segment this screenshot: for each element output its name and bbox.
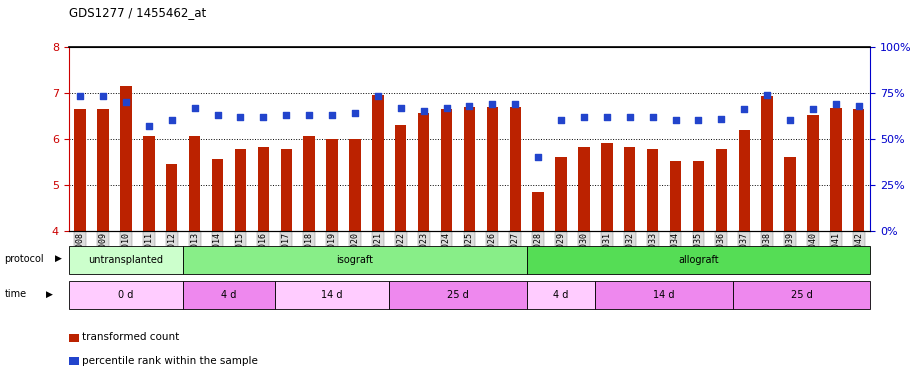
Bar (303, 136, 315, 231)
Bar (326, 139, 338, 231)
Bar (69, 246, 183, 274)
Bar (578, 147, 590, 231)
Bar (624, 147, 636, 231)
Bar (349, 139, 361, 231)
Point (256, 114, 270, 120)
Bar (166, 164, 178, 231)
Bar (830, 108, 842, 231)
Bar (372, 95, 384, 231)
Bar (183, 281, 275, 309)
Point (759, 92, 774, 98)
Text: time: time (5, 290, 27, 299)
Bar (761, 96, 773, 231)
Bar (532, 192, 544, 231)
Bar (715, 149, 727, 231)
Point (210, 112, 224, 118)
Point (691, 117, 705, 123)
Bar (275, 281, 389, 309)
Point (553, 117, 568, 123)
Point (714, 116, 728, 122)
Bar (143, 136, 155, 231)
Text: 25 d: 25 d (791, 290, 812, 300)
Point (370, 93, 385, 99)
Point (462, 103, 476, 109)
Text: 25 d: 25 d (447, 290, 469, 300)
Bar (647, 149, 659, 231)
Point (95, 93, 110, 99)
Bar (74, 109, 86, 231)
Bar (509, 106, 521, 231)
Point (828, 101, 843, 107)
Bar (189, 136, 201, 231)
Bar (441, 109, 453, 231)
Point (668, 117, 682, 123)
Text: 14 d: 14 d (653, 290, 675, 300)
Point (485, 101, 499, 107)
Text: 4 d: 4 d (553, 290, 569, 300)
Point (416, 108, 431, 114)
Bar (692, 161, 704, 231)
Bar (69, 281, 183, 309)
Text: GDS1277 / 1455462_at: GDS1277 / 1455462_at (69, 6, 206, 19)
Bar (527, 281, 595, 309)
Text: untransplanted: untransplanted (89, 255, 163, 265)
Bar (555, 157, 567, 231)
Point (851, 103, 866, 109)
Bar (183, 246, 527, 274)
Bar (234, 149, 246, 231)
Bar (257, 147, 269, 231)
Point (233, 114, 247, 120)
Point (141, 123, 156, 129)
Bar (733, 281, 870, 309)
Text: 14 d: 14 d (322, 290, 343, 300)
Text: 4 d: 4 d (222, 290, 236, 300)
Bar (784, 157, 796, 231)
Point (530, 154, 545, 160)
Bar (601, 143, 613, 231)
Point (439, 105, 453, 111)
Point (736, 106, 751, 112)
Text: percentile rank within the sample: percentile rank within the sample (82, 356, 258, 366)
Point (393, 105, 408, 111)
Text: protocol: protocol (5, 254, 44, 264)
Bar (853, 109, 865, 231)
Point (118, 99, 133, 105)
Point (187, 105, 202, 111)
Bar (395, 125, 407, 231)
Bar (97, 109, 109, 231)
Point (278, 112, 293, 118)
Bar (463, 106, 475, 231)
Bar (670, 161, 682, 231)
Point (782, 117, 797, 123)
Point (72, 93, 87, 99)
Text: transformed count: transformed count (82, 333, 180, 342)
Bar (595, 281, 733, 309)
Point (164, 117, 179, 123)
Text: allograft: allograft (678, 255, 719, 265)
Bar (389, 281, 527, 309)
Point (347, 110, 362, 116)
Point (805, 106, 820, 112)
Point (622, 114, 637, 120)
Bar (807, 115, 819, 231)
Text: ▶: ▶ (55, 254, 62, 263)
Text: isograft: isograft (336, 255, 374, 265)
Bar (418, 114, 430, 231)
Bar (212, 159, 224, 231)
Point (301, 112, 316, 118)
Text: ▶: ▶ (46, 290, 53, 299)
Bar (738, 130, 750, 231)
Text: 0 d: 0 d (118, 290, 134, 300)
Bar (527, 246, 870, 274)
Bar (120, 86, 132, 231)
Bar (486, 106, 498, 231)
Bar (280, 149, 292, 231)
Point (324, 112, 339, 118)
Point (576, 114, 591, 120)
Point (599, 114, 614, 120)
Point (645, 114, 660, 120)
Point (507, 101, 522, 107)
